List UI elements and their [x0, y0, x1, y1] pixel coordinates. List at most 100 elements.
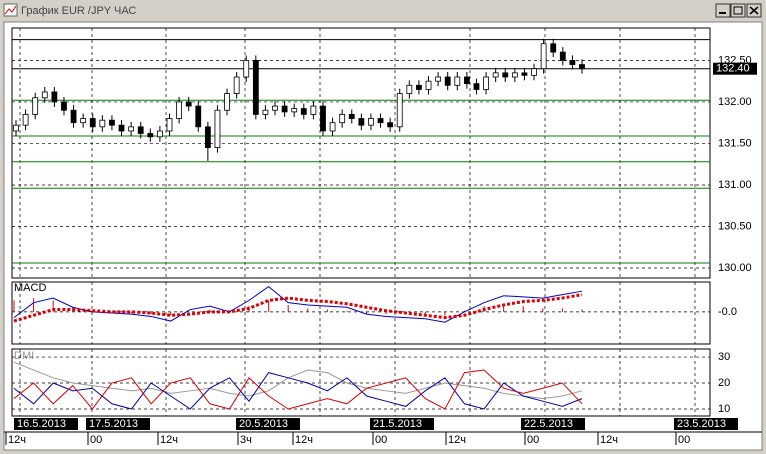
y-tick-label: 131.00 — [718, 179, 752, 191]
candle-body — [61, 101, 67, 111]
hour-label: 00 — [375, 434, 387, 446]
macd-title: MACD — [14, 282, 46, 294]
series-line — [13, 369, 583, 410]
candle-body — [32, 97, 39, 115]
candle-body — [233, 76, 240, 95]
date-label: 16.5.2013 — [17, 418, 66, 430]
chart-area — [3, 21, 763, 451]
candle-body — [444, 76, 451, 86]
candle-body — [195, 105, 202, 128]
candle-body — [339, 113, 346, 124]
window-title: График EUR /JPY ЧАС — [21, 5, 136, 17]
candle-body — [70, 109, 77, 124]
last-price-box — [713, 62, 757, 75]
candle-body — [214, 109, 221, 149]
candle-body — [521, 72, 528, 76]
candle-body — [387, 122, 394, 128]
candle-body — [185, 101, 192, 107]
date-label: 21.5.2013 — [373, 418, 422, 430]
candle-body — [80, 118, 87, 124]
candle-body — [147, 133, 154, 138]
series-line — [13, 372, 583, 410]
candle-body — [416, 84, 422, 90]
candle-body — [406, 84, 413, 95]
date-box — [370, 418, 434, 430]
candle-body — [454, 76, 461, 86]
app-icon-glyph — [4, 5, 17, 15]
candle-body — [300, 108, 307, 115]
y-tick-label: 130.50 — [718, 220, 752, 232]
hour-label: 12ч — [8, 434, 26, 446]
date-box — [236, 418, 300, 430]
hour-label: 12ч — [600, 434, 618, 446]
macd-panel — [11, 281, 711, 345]
y-tick-label: -0.0 — [718, 306, 737, 318]
candle-body — [41, 91, 48, 99]
y-tick-label: 10 — [718, 403, 730, 415]
candle-body — [22, 113, 29, 126]
series-line — [13, 293, 583, 323]
candle-body — [473, 83, 480, 90]
dmi-panel — [11, 348, 711, 417]
dmi-title: DMI — [14, 350, 34, 362]
hour-label: 12ч — [448, 434, 466, 446]
candle-body — [559, 51, 566, 61]
candle-body — [310, 105, 317, 115]
hour-label: 12ч — [295, 434, 313, 446]
candle-body — [89, 118, 96, 128]
y-tick-label: 131.50 — [718, 137, 752, 149]
hour-label: 00 — [527, 434, 539, 446]
maximize-glyph — [733, 6, 743, 15]
window-buttons[interactable] — [715, 3, 762, 18]
candle-body — [492, 72, 499, 78]
date-box — [86, 418, 150, 430]
candle-body — [137, 126, 144, 134]
price-panel — [11, 27, 711, 279]
candle-body — [320, 105, 326, 132]
candle-body — [118, 124, 125, 132]
candle-body — [51, 91, 58, 103]
y-tick-label: 20 — [718, 377, 730, 389]
last-price-label: 132.40 — [716, 63, 750, 75]
date-label: 17.5.2013 — [89, 418, 138, 430]
close-glyph — [749, 6, 759, 15]
candle-body — [358, 118, 365, 126]
hour-label: 12ч — [160, 434, 178, 446]
minimize-button[interactable] — [715, 3, 731, 18]
hour-label: 3ч — [240, 434, 252, 446]
title-bar — [2, 2, 764, 19]
candle-body — [272, 105, 278, 111]
candle-body — [579, 64, 585, 70]
candle-body — [425, 80, 432, 90]
date-label: 23.5.2013 — [677, 418, 726, 430]
candle-body — [396, 93, 403, 128]
candle-body — [128, 126, 135, 132]
date-box — [674, 418, 738, 430]
date-label: 20.5.2013 — [239, 418, 288, 430]
candle-body — [13, 124, 19, 132]
date-box — [521, 418, 585, 430]
candle-body — [348, 113, 355, 119]
candle-body — [483, 76, 489, 90]
candle-body — [569, 59, 576, 65]
y-tick-label: 132.00 — [718, 96, 752, 108]
date-label: 22.5.2013 — [524, 418, 573, 430]
candle-body — [109, 119, 115, 126]
y-tick-label: 30 — [718, 351, 730, 363]
candle-body — [377, 118, 384, 124]
candle-body — [243, 59, 250, 78]
candle-body — [540, 43, 547, 70]
date-box — [14, 418, 78, 430]
candle-body — [463, 76, 470, 85]
candle-body — [156, 130, 163, 138]
maximize-button[interactable] — [730, 3, 746, 18]
candle-body — [531, 68, 537, 76]
candle-body — [224, 93, 230, 111]
candle-body — [291, 108, 298, 113]
candle-body — [204, 126, 211, 149]
candle-body — [368, 118, 374, 126]
candle-body — [262, 109, 269, 115]
candle-body — [329, 122, 336, 132]
candle-body — [99, 119, 106, 128]
